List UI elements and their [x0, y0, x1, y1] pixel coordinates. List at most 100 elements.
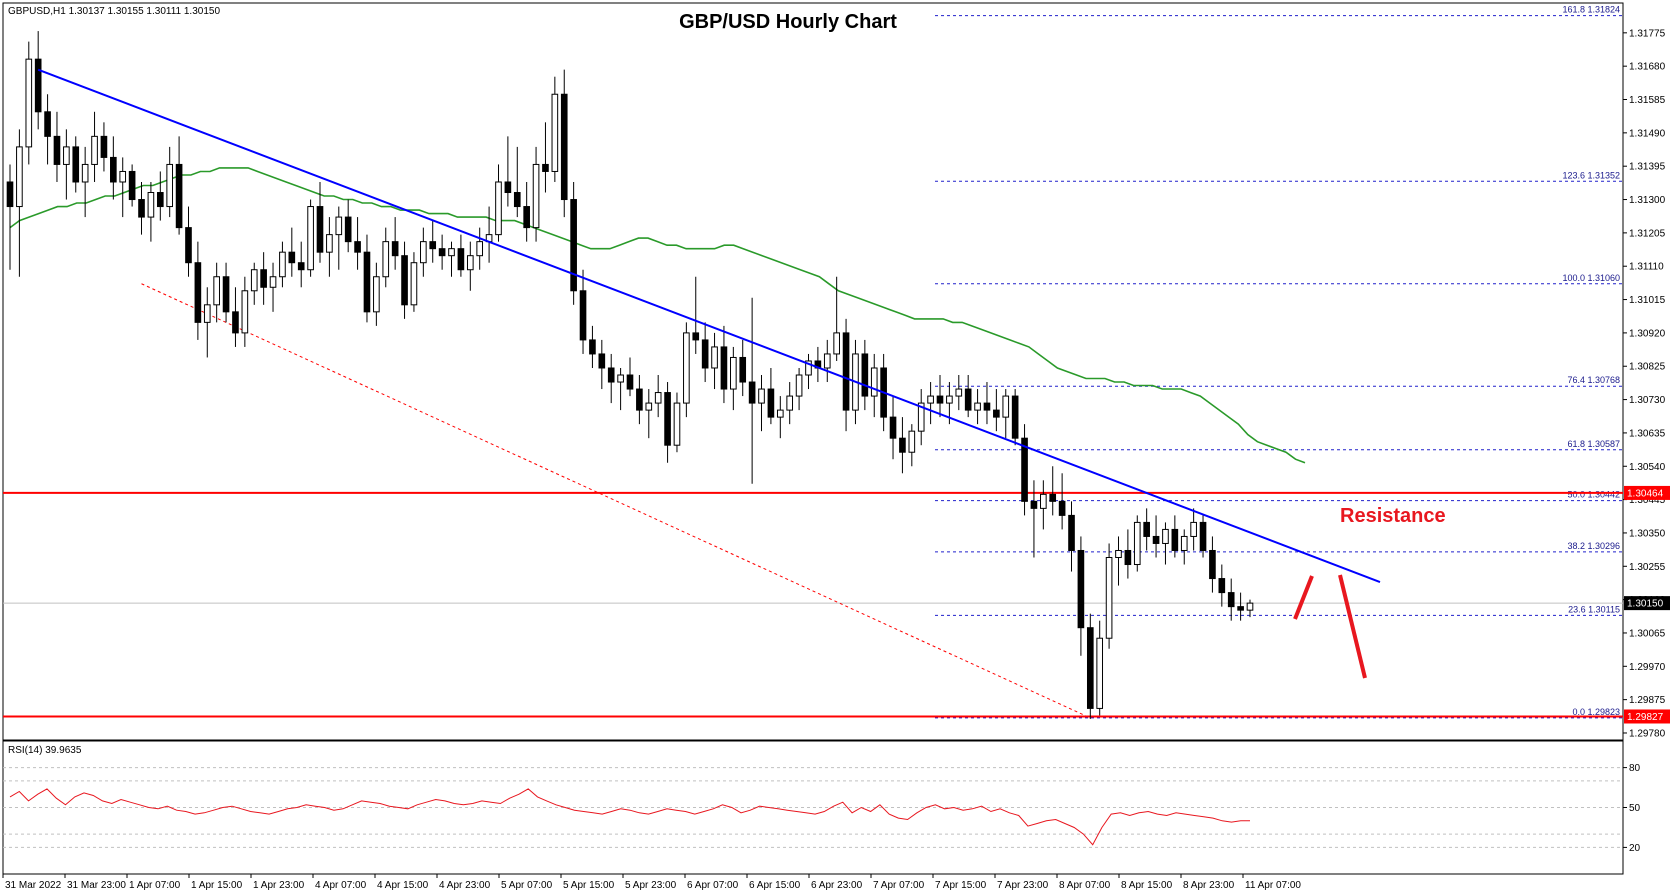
candle: [927, 382, 934, 425]
price-tick-label: 1.30825: [1629, 362, 1666, 373]
candle-body-bull: [1162, 528, 1169, 544]
candle: [222, 262, 230, 323]
candle: [908, 424, 916, 467]
candle: [1115, 536, 1122, 586]
candle: [636, 375, 643, 425]
candle-body-bear: [260, 269, 267, 288]
candle: [870, 353, 878, 418]
time-tick-label: 6 Apr 07:00: [687, 880, 739, 891]
candle: [1218, 564, 1226, 607]
candle-body-bull: [420, 241, 427, 264]
candle: [438, 234, 446, 270]
candle: [354, 217, 361, 270]
candle-body-bear: [72, 146, 80, 183]
candle-body-bear: [1199, 521, 1207, 551]
candle: [1143, 508, 1150, 551]
candle-body-bear: [692, 332, 700, 341]
time-tick-label: 5 Apr 15:00: [563, 880, 615, 891]
candle: [1021, 424, 1028, 516]
support-tag: [1624, 709, 1670, 724]
price-tags: 1.30464 1.29827 1.30150: [1624, 485, 1670, 724]
candle-body-bull: [213, 276, 220, 306]
price-tick-label: 1.31775: [1629, 28, 1666, 39]
candle-body-bear: [34, 58, 42, 113]
candle-body-bear: [767, 388, 775, 418]
candle-body-bear: [560, 93, 568, 201]
support-tag-label: 1.29827: [1627, 712, 1664, 723]
time-tick-label: 8 Apr 15:00: [1121, 880, 1173, 891]
candle: [626, 357, 634, 397]
candle: [326, 217, 333, 277]
candle-body-bear: [523, 206, 530, 229]
candle: [250, 262, 258, 305]
candle: [1227, 578, 1235, 621]
candle-body-bull: [758, 388, 765, 404]
fib-level-label: 61.8 1.30587: [1567, 439, 1620, 449]
price-tick-label: 1.31300: [1629, 195, 1666, 206]
candle: [138, 181, 145, 235]
candle-body-bear: [1068, 514, 1075, 551]
candle: [1199, 515, 1207, 558]
candle: [673, 392, 681, 453]
candle-body-bear: [194, 262, 202, 323]
candle-body-bear: [513, 192, 521, 208]
candle-body-bull: [250, 269, 258, 292]
candle: [607, 353, 615, 404]
candle-body-bear: [401, 255, 408, 306]
candle: [119, 157, 127, 218]
candle: [692, 276, 700, 354]
candle: [1124, 529, 1132, 579]
rsi-line: [9, 788, 1250, 846]
candle: [570, 181, 577, 305]
candle: [579, 269, 587, 354]
candle: [645, 389, 653, 439]
candle-body-bear: [1086, 627, 1094, 709]
candle: [100, 122, 108, 172]
candle-body-bear: [185, 227, 192, 264]
candle: [1040, 480, 1047, 530]
candle-body-bear: [964, 388, 972, 411]
candle: [363, 234, 371, 323]
candle: [260, 252, 267, 305]
candle: [617, 367, 624, 411]
candle-body-bear: [983, 402, 991, 411]
candle: [1068, 501, 1075, 572]
time-tick-label: 5 Apr 23:00: [625, 880, 677, 891]
candle: [861, 339, 869, 411]
candle-body-bear: [1143, 521, 1150, 537]
fib-level-label: 76.4 1.30768: [1567, 375, 1620, 385]
price-tick-label: 1.30255: [1629, 562, 1666, 573]
candle-body-bull: [16, 146, 23, 208]
candle: [34, 31, 42, 130]
price-tick-label: 1.31490: [1629, 128, 1666, 139]
candle-body-bull: [203, 304, 211, 323]
candle: [711, 332, 718, 390]
candle-body-bull: [1096, 637, 1104, 709]
resistance-label: Resistance: [1340, 505, 1446, 527]
candle-body-bear: [1124, 549, 1132, 566]
price-tick-label: 1.31205: [1629, 228, 1666, 239]
candle: [720, 325, 728, 404]
candle-body-bear: [993, 409, 1000, 418]
candle-body-bull: [711, 346, 718, 369]
price-tick-label: 1.30540: [1629, 462, 1666, 473]
candle-body-bear: [607, 367, 615, 383]
candle-body-bull: [91, 135, 98, 165]
candle-body-bear: [175, 163, 183, 229]
rsi-tick-label: 80: [1629, 763, 1641, 774]
candle: [391, 217, 399, 270]
candle-body-bear: [429, 241, 437, 250]
candle: [1180, 529, 1188, 565]
candle-body-bear: [748, 381, 756, 404]
candle: [993, 389, 1000, 432]
candle-body-bear: [1171, 528, 1179, 551]
candle-body-bull: [81, 163, 89, 183]
candle-body-bear: [739, 356, 747, 383]
candle-body-bull: [448, 248, 455, 257]
candle: [194, 241, 202, 340]
candle-body-bull: [673, 402, 681, 446]
candle: [805, 353, 812, 390]
candle-body-bear: [889, 416, 897, 439]
candle-body-bull: [373, 276, 380, 313]
candle: [6, 164, 14, 270]
